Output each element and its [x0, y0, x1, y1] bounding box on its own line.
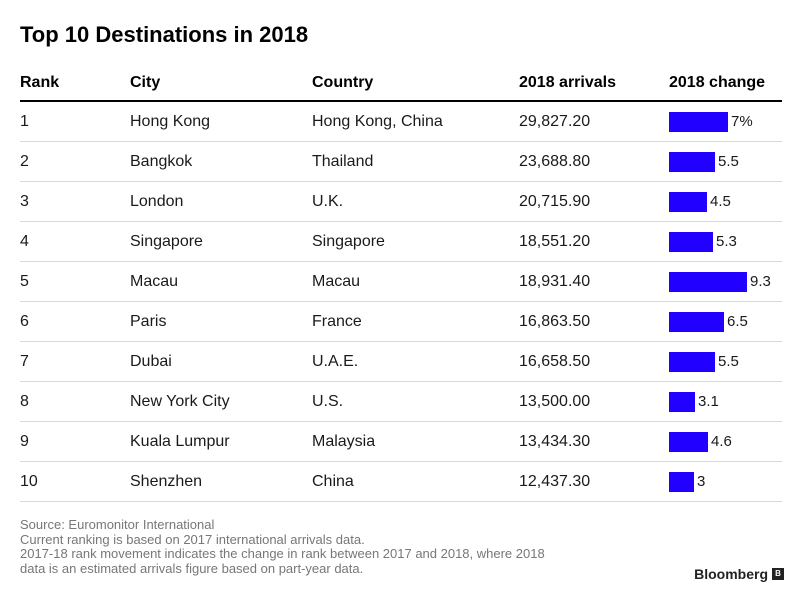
country-cell: U.K.	[312, 192, 344, 210]
brand-logo: Bloomberg B	[694, 566, 784, 582]
table-row: 10 Shenzhen China 12,437.30 3	[20, 462, 782, 502]
country-cell: Singapore	[312, 232, 385, 250]
change-bar	[669, 271, 747, 292]
arrivals-cell: 12,437.30	[519, 472, 591, 490]
change-bar	[669, 311, 724, 332]
country-cell: Thailand	[312, 152, 374, 170]
change-bar	[669, 471, 694, 492]
change-cell: 5.5	[669, 151, 739, 172]
city-cell: Hong Kong	[130, 112, 211, 130]
rank-cell: 3	[20, 192, 29, 210]
change-value-label: 4.6	[711, 433, 732, 450]
change-cell: 3	[669, 471, 706, 492]
rank-cell: 6	[20, 312, 29, 330]
country-cell: Hong Kong, China	[312, 112, 443, 130]
arrivals-cell: 18,931.40	[519, 272, 591, 290]
rank-cell: 10	[20, 472, 38, 490]
change-bar	[669, 191, 707, 212]
country-cell: Malaysia	[312, 432, 376, 450]
change-value-label: 3.1	[698, 393, 719, 410]
destinations-table: Rank City Country 2018 arrivals 2018 cha…	[20, 68, 782, 502]
city-cell: Singapore	[130, 232, 203, 250]
change-cell: 4.5	[669, 191, 731, 212]
source-note: Source: Euromonitor International	[20, 517, 215, 532]
rank-cell: 4	[20, 232, 29, 250]
change-bar	[669, 351, 715, 372]
rank-cell: 2	[20, 152, 29, 170]
header-country: Country	[312, 74, 374, 91]
header-city: City	[130, 74, 161, 91]
table-body: 1 Hong Kong Hong Kong, China 29,827.20 7% 2 Ba…	[20, 102, 782, 502]
rank-cell: 7	[20, 352, 29, 370]
arrivals-cell: 20,715.90	[519, 192, 591, 210]
brand-name: Bloomberg	[694, 566, 768, 582]
change-bar	[669, 391, 695, 412]
change-bar	[669, 111, 728, 132]
header-rank: Rank	[20, 74, 60, 91]
table-header: Rank City Country 2018 arrivals 2018 cha…	[20, 68, 782, 98]
table-row: 6 Paris France 16,863.50 6.5	[20, 302, 782, 342]
arrivals-cell: 13,434.30	[519, 432, 591, 450]
table-row: 9 Kuala Lumpur Malaysia 13,434.30 4.6	[20, 422, 782, 462]
arrivals-cell: 13,500.00	[519, 392, 591, 410]
arrivals-cell: 18,551.20	[519, 232, 591, 250]
header-change: 2018 change	[669, 74, 766, 91]
change-cell: 7%	[669, 111, 753, 132]
city-cell: Bangkok	[130, 152, 193, 170]
city-cell: Macau	[130, 272, 179, 290]
change-cell: 5.3	[669, 231, 737, 252]
change-cell: 4.6	[669, 431, 732, 452]
header-arrivals: 2018 arrivals	[519, 74, 616, 91]
change-value-label: 5.3	[716, 233, 737, 250]
change-bar	[669, 151, 715, 172]
table-row: 1 Hong Kong Hong Kong, China 29,827.20 7%	[20, 102, 782, 142]
rank-cell: 5	[20, 272, 29, 290]
city-cell: Shenzhen	[130, 472, 203, 490]
rank-cell: 1	[20, 112, 29, 130]
change-value-label: 9.3	[750, 273, 771, 290]
table-row: 7 Dubai U.A.E. 16,658.50 5.5	[20, 342, 782, 382]
change-value-label: 3	[697, 473, 706, 490]
country-cell: Macau	[312, 272, 361, 290]
change-bar	[669, 431, 708, 452]
ranking-note: Current ranking is based on 2017 interna…	[20, 531, 365, 547]
change-cell: 9.3	[669, 271, 771, 292]
arrivals-cell: 16,863.50	[519, 312, 591, 330]
movement-note-line-1: 2017-18 rank movement indicates the chan…	[20, 546, 545, 561]
change-value-label: 7%	[731, 113, 753, 130]
change-value-label: 6.5	[727, 313, 748, 330]
city-cell: Paris	[130, 312, 167, 330]
header-divider	[20, 100, 782, 102]
city-cell: Kuala Lumpur	[130, 432, 230, 450]
change-cell: 6.5	[669, 311, 748, 332]
change-bar	[669, 231, 713, 252]
change-value-label: 4.5	[710, 193, 731, 210]
arrivals-cell: 29,827.20	[519, 112, 591, 130]
change-cell: 5.5	[669, 351, 739, 372]
country-cell: China	[312, 472, 354, 490]
chart-title: Top 10 Destinations in 2018	[20, 22, 309, 47]
arrivals-cell: 16,658.50	[519, 352, 591, 370]
movement-note-line-2: data is an estimated arrivals figure bas…	[20, 560, 364, 576]
city-cell: London	[130, 192, 184, 210]
change-cell: 3.1	[669, 391, 719, 412]
change-value-label: 5.5	[718, 153, 739, 170]
table-row: 4 Singapore Singapore 18,551.20 5.3	[20, 222, 782, 262]
country-cell: U.A.E.	[312, 352, 359, 370]
rank-cell: 9	[20, 432, 29, 450]
rank-cell: 8	[20, 392, 29, 410]
country-cell: U.S.	[312, 392, 344, 410]
arrivals-cell: 23,688.80	[519, 152, 591, 170]
table-row: 2 Bangkok Thailand 23,688.80 5.5	[20, 142, 782, 182]
footnotes: Source: Euromonitor International Curren…	[20, 517, 545, 576]
city-cell: Dubai	[130, 352, 172, 370]
table-row: 3 London U.K. 20,715.90 4.5	[20, 182, 782, 222]
change-value-label: 5.5	[718, 353, 739, 370]
country-cell: France	[312, 312, 362, 330]
table-row: 5 Macau Macau 18,931.40 9.3	[20, 262, 782, 302]
bloomberg-logo-icon: B	[772, 568, 784, 580]
table-row: 8 New York City U.S. 13,500.00 3.1	[20, 382, 782, 422]
city-cell: New York City	[130, 392, 230, 410]
